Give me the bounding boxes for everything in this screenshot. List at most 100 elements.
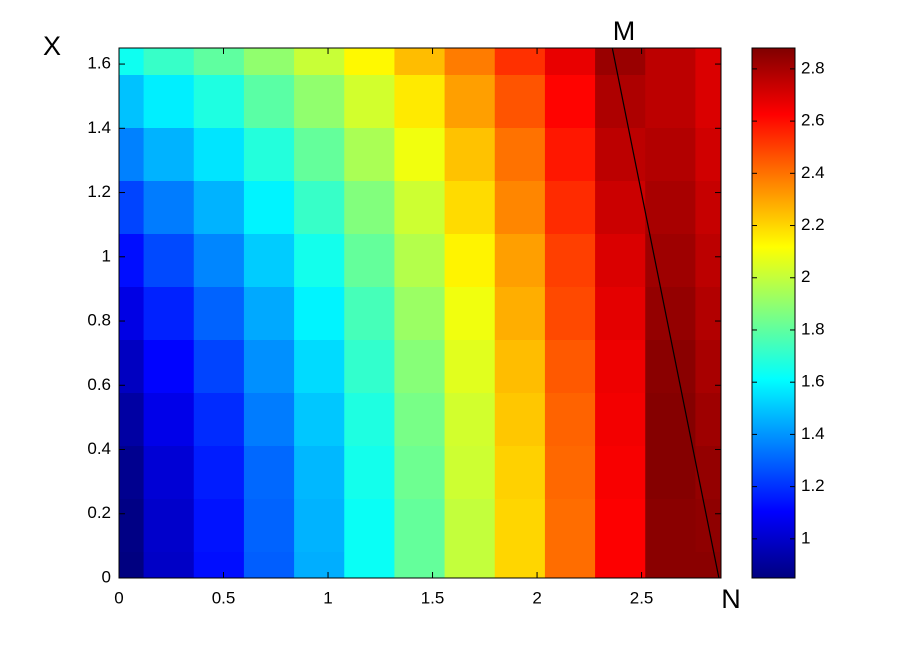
field-cell: [494, 127, 546, 181]
field-cell: [344, 498, 396, 552]
field-cell: [494, 74, 546, 128]
field-cell: [595, 286, 647, 340]
field-cell: [394, 74, 446, 128]
field-cell: [119, 180, 145, 234]
field-cell: [143, 127, 195, 181]
field-cell: [294, 286, 346, 340]
field-cell: [494, 498, 546, 552]
field-cell: [695, 339, 721, 393]
field-cell: [193, 74, 245, 128]
field-cell: [444, 233, 496, 287]
field-cell: [645, 286, 697, 340]
field-cell: [645, 339, 697, 393]
field-cell: [243, 180, 296, 234]
field-cell: [119, 74, 145, 128]
field-cell: [645, 127, 697, 181]
field-cell: [394, 339, 446, 393]
field-cell: [544, 74, 597, 128]
field-cell: [143, 551, 195, 578]
colorbar-tick-label: 1: [801, 528, 810, 547]
field-cell: [243, 233, 296, 287]
field-cell: [645, 233, 697, 287]
field-cell: [394, 48, 446, 75]
field-cell: [193, 551, 245, 578]
field-cell: [444, 498, 496, 552]
field-cell: [595, 127, 647, 181]
field-cell: [695, 286, 721, 340]
field-cell: [494, 339, 546, 393]
field-cell: [695, 74, 721, 128]
field-cell: [143, 286, 195, 340]
annotation: M: [613, 16, 636, 46]
field-cell: [344, 339, 396, 393]
field-cell: [444, 127, 496, 181]
field-cell: [444, 74, 496, 128]
field-cell: [294, 48, 346, 75]
field-cell: [645, 445, 697, 499]
field-cell: [243, 392, 296, 446]
y-tick-label: 1.2: [87, 182, 111, 201]
field-cell: [344, 233, 396, 287]
y-tick-label: 0.2: [87, 503, 111, 522]
field-cell: [544, 180, 597, 234]
field-cell: [243, 48, 296, 75]
x-tick-label: 1.5: [421, 588, 445, 607]
colorbar-tick-label: 2.6: [801, 111, 825, 130]
field-cell: [595, 498, 647, 552]
field-cell: [143, 180, 195, 234]
field-cell: [595, 392, 647, 446]
field-cell: [143, 48, 195, 75]
field-cell: [645, 551, 697, 578]
field-cell: [193, 445, 245, 499]
field-cell: [544, 339, 597, 393]
field-cell: [143, 233, 195, 287]
y-tick-label: 0.6: [87, 375, 111, 394]
field-cell: [394, 127, 446, 181]
colorbar-tick-label: 2.8: [801, 58, 825, 77]
field-cell: [394, 286, 446, 340]
field-cell: [645, 180, 697, 234]
field-cell: [595, 551, 647, 578]
x-axis-label: N: [721, 584, 741, 614]
contour-field: [119, 48, 721, 578]
field-cell: [394, 233, 446, 287]
field-cell: [243, 551, 296, 578]
field-cell: [544, 392, 597, 446]
field-cell: [119, 392, 145, 446]
field-cell: [595, 48, 647, 75]
x-tick-label: 0: [114, 588, 123, 607]
field-cell: [143, 339, 195, 393]
annotation-line: [611, 47, 720, 579]
x-tick-label: 2.5: [630, 588, 654, 607]
field-cell: [444, 445, 496, 499]
field-cell: [143, 392, 195, 446]
field-cell: [695, 127, 721, 181]
field-cell: [344, 392, 396, 446]
field-cell: [595, 180, 647, 234]
field-cell: [193, 48, 245, 75]
field-cell: [695, 445, 721, 499]
field-cell: [494, 233, 546, 287]
field-cell: [193, 339, 245, 393]
field-cell: [193, 180, 245, 234]
plot-frame: [118, 47, 722, 579]
y-tick-label: 0: [102, 567, 111, 586]
field-cell: [444, 392, 496, 446]
field-cell: [193, 392, 245, 446]
field-cell: [544, 551, 597, 578]
field-cell: [294, 445, 346, 499]
field-cell: [119, 286, 145, 340]
field-cell: [544, 127, 597, 181]
field-cell: [645, 392, 697, 446]
field-cell: [119, 551, 145, 578]
field-cell: [394, 180, 446, 234]
field-cell: [394, 498, 446, 552]
colorbar-tick-label: 1.4: [801, 424, 825, 443]
field-cell: [494, 392, 546, 446]
field-cell: [595, 445, 647, 499]
colorbar-tick-label: 1.2: [801, 476, 825, 495]
y-tick-label: 1.6: [87, 54, 111, 73]
colorbar-tick-label: 1.6: [801, 372, 825, 391]
y-tick-label: 0.8: [87, 311, 111, 330]
field-cell: [394, 392, 446, 446]
